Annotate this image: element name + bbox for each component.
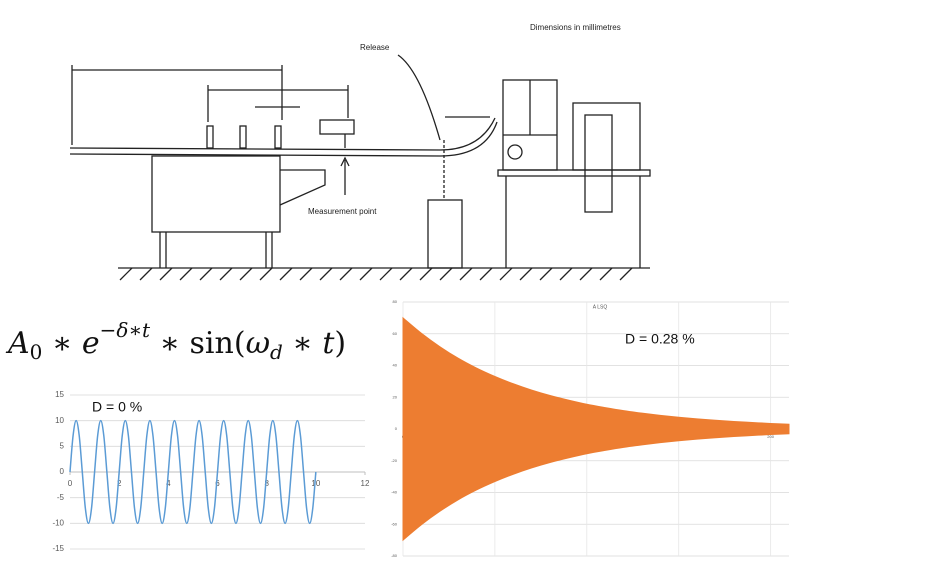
- x-tick-label: 6: [215, 479, 220, 488]
- y-tick-label: 40: [393, 363, 398, 368]
- formula-part: e: [82, 326, 100, 361]
- y-tick-label: -80: [391, 553, 398, 558]
- post: [239, 125, 247, 149]
- lower-envelope: [402, 428, 790, 542]
- x-tick-label: 8: [264, 479, 269, 488]
- drawing-note: Dimensions in millimetres: [530, 23, 621, 32]
- x-tick-label: 0: [68, 479, 73, 488]
- y-tick-label: -40: [391, 490, 398, 495]
- y-tick-label: 0: [60, 467, 65, 476]
- formula-part: 0: [30, 340, 43, 364]
- y-tick-label: 15: [55, 390, 64, 399]
- formula-part: A: [5, 326, 30, 361]
- formula-part: t: [322, 326, 335, 361]
- formula-part: ∗: [42, 326, 81, 361]
- dial: [507, 144, 523, 160]
- y-tick-label: 5: [60, 441, 65, 450]
- x-tick-label: 2: [117, 479, 122, 488]
- beam: [69, 117, 496, 151]
- y-tick-label: -5: [57, 493, 65, 502]
- y-tick-label: -20: [391, 458, 398, 463]
- annotation: D = 0.28 %: [625, 331, 695, 347]
- x-tick-label: 4: [166, 479, 171, 488]
- formula-part: ∗ sin(: [150, 326, 245, 361]
- annotation: D = 0 %: [92, 399, 142, 415]
- y-tick-label: -15: [52, 544, 64, 553]
- upper-envelope: [402, 316, 790, 430]
- line: [69, 419, 317, 525]
- x-tick-label: 10: [311, 479, 320, 488]
- bracket: [279, 169, 326, 206]
- column: [584, 114, 613, 213]
- y-tick-label: -10: [52, 518, 64, 527]
- apparatus-drawing: [69, 54, 651, 281]
- stand-top: [497, 169, 651, 177]
- chart-title: A LSQ: [593, 304, 608, 310]
- table-box: [151, 155, 281, 233]
- y-tick-label: 0: [395, 426, 398, 431]
- leader: [397, 54, 441, 141]
- pedestal: [427, 199, 463, 269]
- post: [274, 125, 282, 149]
- formula-part: ω: [246, 326, 270, 361]
- y-tick-label: 10: [55, 416, 64, 425]
- formula-part: ): [334, 326, 346, 361]
- y-tick-label: 80: [393, 299, 398, 304]
- hatching: [119, 267, 633, 281]
- arrow-head: [340, 156, 350, 167]
- sensor: [319, 119, 355, 135]
- formula-part: −δ∗t: [100, 318, 151, 342]
- formula-part: d: [270, 340, 283, 364]
- formula: A0 ∗ e−δ∗t ∗ sin(ωd ∗ t): [5, 318, 346, 364]
- y-tick-label: 20: [393, 394, 398, 399]
- drawing-label: Measurement point: [308, 207, 377, 216]
- y-tick-label: 60: [393, 331, 398, 336]
- beam: [69, 121, 498, 157]
- x-tick-label: 200: [767, 434, 774, 439]
- drawing-label: Release: [360, 43, 390, 52]
- x-tick-label: 12: [361, 479, 370, 488]
- post: [206, 125, 214, 149]
- cabinet: [572, 102, 641, 171]
- formula-part: ∗: [283, 326, 322, 361]
- y-tick-label: -60: [391, 521, 398, 526]
